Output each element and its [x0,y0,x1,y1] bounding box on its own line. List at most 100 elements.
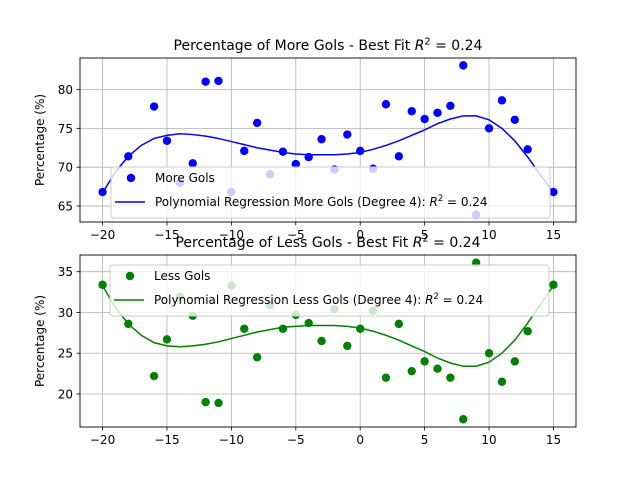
data-point [240,146,249,156]
chart-title-sup: 2 [424,36,430,47]
y-tick-label: 70 [58,161,73,175]
data-point [98,280,107,289]
x-tick-label: 10 [481,228,496,242]
legend-label-line-tail: = 0.24 [439,293,483,307]
data-point [394,152,404,161]
data-point [420,357,429,366]
data-point [420,114,429,124]
chart-title-r: R [415,38,425,54]
x-tick-label: 0 [356,433,364,447]
chart-title: Percentage of Less Gols - Best Fit R2 = … [175,233,480,251]
data-point [240,324,249,333]
data-point [407,366,416,376]
y-axis-label: Percentage (%) [33,295,47,387]
legend-label-line-text: Polynomial Regression Less Gols (Degree … [154,293,425,307]
data-point [446,101,455,111]
y-tick-label: 20 [58,387,73,401]
chart-panel-2: −20 −15 −10 −5 0 5 10 15 20 25 30 35 Percentage (%) P… [33,233,577,447]
x-tick-label: −20 [90,228,115,242]
axes-frame [79,57,577,223]
data-point [317,336,326,346]
legend-marker [125,271,135,281]
chart-title-tail: = 0.24 [429,235,481,251]
data-point [523,327,532,336]
data-point [394,319,404,329]
x-tick-label: 0 [356,228,364,242]
data-point [201,77,210,86]
legend-label-line-tail: = 0.24 [443,195,487,209]
x-tick-label: 10 [481,433,496,447]
chart-title-text: Percentage of Less Gols - Best Fit [175,235,412,251]
data-point [549,280,558,289]
legend-label-scatter: More Gols [155,171,215,185]
x-tick-label: −20 [90,433,115,447]
data-point [549,187,558,197]
data-point [433,108,442,117]
y-tick-label: 35 [58,265,73,279]
data-point [407,107,416,116]
legend-label-line-r: R [429,195,437,209]
data-point [484,124,494,133]
data-point [381,373,391,382]
data-point [510,357,520,366]
legend-label-scatter: Less Gols [154,269,210,283]
y-tick-label: 80 [58,83,73,97]
x-tick-label: −15 [154,433,179,447]
data-point [304,318,313,328]
data-point [459,61,468,70]
x-tick-label: −5 [287,433,305,447]
axes-frame [79,254,577,428]
data-point [188,159,197,168]
data-point [214,76,223,86]
data-point [214,398,223,408]
data-point [446,373,455,382]
data-point [149,102,159,111]
regression-line [101,285,555,368]
data-point [317,135,326,144]
data-point [124,152,133,161]
data-point [162,335,172,344]
chart-title-r: R [413,235,423,251]
legend-box [110,166,551,219]
data-point [381,100,391,109]
data-point [510,115,520,124]
x-tick-label: 5 [421,433,429,447]
legend-label-line: Polynomial Regression Less Gols (Degree … [154,291,483,307]
legend-label-line-r: R [425,293,433,307]
data-point [459,415,468,424]
x-tick-label: −10 [219,228,244,242]
x-tick-label: 15 [546,228,561,242]
legend: More Gols Polynomial Regression More Gols… [110,166,551,219]
data-point [356,324,365,333]
data-point [124,319,133,329]
data-point [252,118,262,128]
x-tick-label: 5 [421,228,429,242]
data-point [356,146,365,156]
legend-label-line-sup: 2 [433,291,438,301]
x-tick-label: −10 [219,433,244,447]
data-point [343,341,352,351]
data-point [304,152,313,162]
data-point [523,145,532,154]
data-point [252,353,262,362]
legend-label-line: Polynomial Regression More Gols (Degree … [155,193,488,209]
y-axis-label: Percentage (%) [33,94,47,186]
data-point [343,130,352,139]
data-point [433,364,442,373]
data-point [291,159,300,169]
chart-panel-1: −20 −15 −10 −5 0 5 10 15 65 70 75 80 Percentage (%) P… [33,36,577,242]
data-point [497,96,507,105]
x-tick-label: 15 [546,433,561,447]
chart-title: Percentage of More Gols - Best Fit R2 = … [174,36,483,54]
legend-label-line-sup: 2 [438,193,443,203]
data-point [278,147,288,156]
chart-title-text: Percentage of More Gols - Best Fit [174,38,415,54]
data-point [278,324,288,333]
chart-title-tail: = 0.24 [431,38,483,54]
data-point [98,187,107,197]
data-point [497,377,507,386]
data-point [162,136,172,145]
data-point [201,397,210,407]
